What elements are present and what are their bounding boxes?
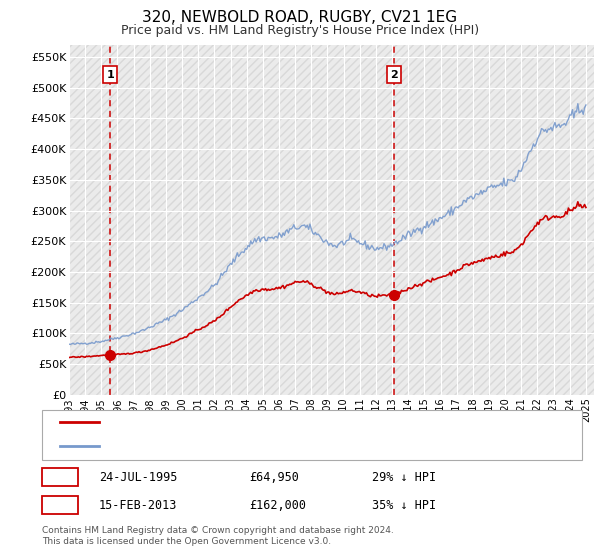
Text: 320, NEWBOLD ROAD, RUGBY, CV21 1EG (detached house): 320, NEWBOLD ROAD, RUGBY, CV21 1EG (deta…	[105, 417, 436, 427]
Text: 1: 1	[106, 69, 114, 80]
Text: HPI: Average price, detached house, Rugby: HPI: Average price, detached house, Rugb…	[105, 441, 347, 451]
Text: 29% ↓ HPI: 29% ↓ HPI	[372, 470, 436, 484]
Text: 24-JUL-1995: 24-JUL-1995	[99, 470, 178, 484]
Text: £162,000: £162,000	[249, 498, 306, 512]
Text: £64,950: £64,950	[249, 470, 299, 484]
Text: 35% ↓ HPI: 35% ↓ HPI	[372, 498, 436, 512]
Text: 2: 2	[390, 69, 398, 80]
Text: 1: 1	[56, 470, 64, 484]
Text: 15-FEB-2013: 15-FEB-2013	[99, 498, 178, 512]
Text: Price paid vs. HM Land Registry's House Price Index (HPI): Price paid vs. HM Land Registry's House …	[121, 24, 479, 36]
Text: 320, NEWBOLD ROAD, RUGBY, CV21 1EG: 320, NEWBOLD ROAD, RUGBY, CV21 1EG	[142, 10, 458, 25]
Text: 2: 2	[56, 498, 64, 512]
Text: Contains HM Land Registry data © Crown copyright and database right 2024.
This d: Contains HM Land Registry data © Crown c…	[42, 526, 394, 546]
